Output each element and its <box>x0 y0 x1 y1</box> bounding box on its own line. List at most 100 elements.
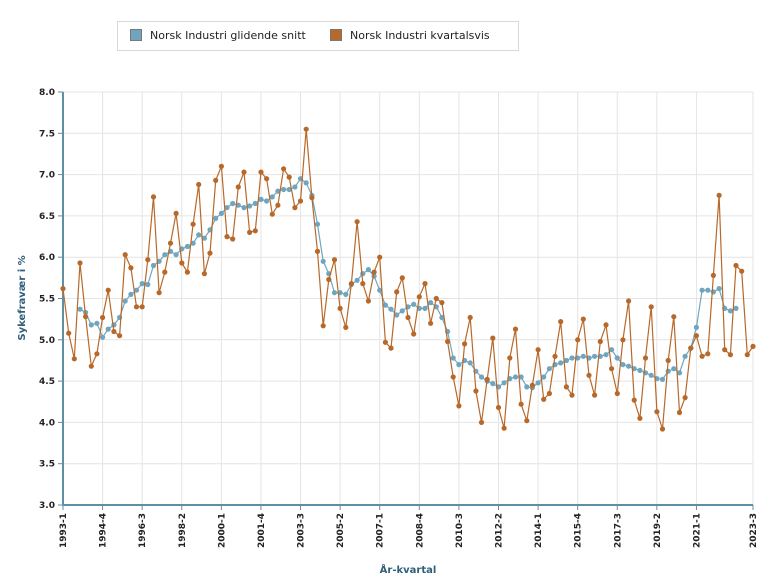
data-point-glidende-snitt[interactable] <box>224 205 230 211</box>
data-point-kvartalsvis[interactable] <box>348 281 354 287</box>
data-point-glidende-snitt[interactable] <box>665 368 671 374</box>
data-point-kvartalsvis[interactable] <box>179 260 185 266</box>
data-point-kvartalsvis[interactable] <box>495 404 502 411</box>
data-point-glidende-snitt[interactable] <box>281 186 287 193</box>
data-point-glidende-snitt[interactable] <box>303 180 309 186</box>
data-point-kvartalsvis[interactable] <box>609 366 615 372</box>
data-point-kvartalsvis[interactable] <box>377 254 383 260</box>
data-point-kvartalsvis[interactable] <box>529 382 536 388</box>
data-point-kvartalsvis[interactable] <box>201 271 207 277</box>
data-point-kvartalsvis[interactable] <box>88 363 94 369</box>
data-point-glidende-snitt[interactable] <box>258 196 264 202</box>
data-point-kvartalsvis[interactable] <box>535 347 541 353</box>
data-point-glidende-snitt[interactable] <box>569 355 575 361</box>
data-point-kvartalsvis[interactable] <box>360 281 366 287</box>
data-point-glidende-snitt[interactable] <box>184 243 190 250</box>
data-point-kvartalsvis[interactable] <box>269 211 275 217</box>
data-point-kvartalsvis[interactable] <box>303 126 309 132</box>
data-point-glidende-snitt[interactable] <box>354 277 360 283</box>
data-point-kvartalsvis[interactable] <box>739 268 745 274</box>
data-point-kvartalsvis[interactable] <box>71 356 77 362</box>
data-point-kvartalsvis[interactable] <box>433 295 439 302</box>
data-point-glidende-snitt[interactable] <box>439 314 445 321</box>
data-point-kvartalsvis[interactable] <box>592 392 598 398</box>
data-point-glidende-snitt[interactable] <box>150 262 157 269</box>
data-point-kvartalsvis[interactable] <box>411 331 417 337</box>
data-point-glidende-snitt[interactable] <box>201 235 207 241</box>
data-point-glidende-snitt[interactable] <box>524 384 530 390</box>
data-point-kvartalsvis[interactable] <box>331 257 338 263</box>
data-point-kvartalsvis[interactable] <box>654 409 660 415</box>
data-point-glidende-snitt[interactable] <box>592 353 598 359</box>
data-point-glidende-snitt[interactable] <box>269 194 275 200</box>
data-point-glidende-snitt[interactable] <box>394 312 400 318</box>
data-point-glidende-snitt[interactable] <box>133 287 140 293</box>
data-point-kvartalsvis[interactable] <box>620 337 626 343</box>
data-point-kvartalsvis[interactable] <box>326 276 332 283</box>
data-point-kvartalsvis[interactable] <box>462 341 468 347</box>
data-point-glidende-snitt[interactable] <box>620 362 626 368</box>
data-point-kvartalsvis[interactable] <box>66 330 72 336</box>
data-point-kvartalsvis[interactable] <box>156 290 162 296</box>
data-point-kvartalsvis[interactable] <box>575 337 581 343</box>
data-point-kvartalsvis[interactable] <box>484 376 490 382</box>
data-point-kvartalsvis[interactable] <box>490 335 496 341</box>
data-point-kvartalsvis[interactable] <box>710 272 717 278</box>
data-point-glidende-snitt[interactable] <box>320 258 326 264</box>
data-point-kvartalsvis[interactable] <box>597 338 603 345</box>
data-point-glidende-snitt[interactable] <box>580 353 586 359</box>
data-point-glidende-snitt[interactable] <box>190 240 196 246</box>
data-point-kvartalsvis[interactable] <box>122 252 128 258</box>
data-point-kvartalsvis[interactable] <box>563 384 570 390</box>
data-point-glidende-snitt[interactable] <box>705 287 711 293</box>
data-point-glidende-snitt[interactable] <box>128 291 134 297</box>
data-point-kvartalsvis[interactable] <box>750 343 756 349</box>
data-point-glidende-snitt[interactable] <box>671 366 677 372</box>
data-point-kvartalsvis[interactable] <box>241 169 247 175</box>
data-point-kvartalsvis[interactable] <box>371 269 377 275</box>
data-point-kvartalsvis[interactable] <box>614 390 620 397</box>
data-point-glidende-snitt[interactable] <box>247 203 253 209</box>
data-point-glidende-snitt[interactable] <box>699 287 705 293</box>
legend-item-kvartalsvis[interactable]: Norsk Industri kvartalsvis <box>330 28 490 44</box>
data-point-kvartalsvis[interactable] <box>546 390 553 397</box>
data-point-kvartalsvis[interactable] <box>190 221 196 227</box>
data-point-kvartalsvis[interactable] <box>309 195 315 201</box>
data-point-glidende-snitt[interactable] <box>218 210 224 216</box>
data-point-kvartalsvis[interactable] <box>727 352 734 358</box>
data-point-glidende-snitt[interactable] <box>676 370 683 376</box>
data-point-kvartalsvis[interactable] <box>235 184 241 190</box>
data-point-kvartalsvis[interactable] <box>631 397 637 403</box>
data-point-glidende-snitt[interactable] <box>535 380 541 386</box>
data-point-glidende-snitt[interactable] <box>377 287 383 293</box>
data-point-kvartalsvis[interactable] <box>428 320 434 326</box>
data-point-kvartalsvis[interactable] <box>365 298 371 304</box>
data-point-kvartalsvis[interactable] <box>637 415 643 421</box>
data-point-kvartalsvis[interactable] <box>281 166 287 172</box>
data-point-kvartalsvis[interactable] <box>150 194 157 200</box>
data-point-kvartalsvis[interactable] <box>252 228 258 234</box>
data-point-glidende-snitt[interactable] <box>637 367 643 373</box>
data-point-glidende-snitt[interactable] <box>252 200 258 207</box>
data-point-kvartalsvis[interactable] <box>264 176 270 182</box>
data-point-kvartalsvis[interactable] <box>716 192 722 198</box>
data-point-glidende-snitt[interactable] <box>467 360 473 366</box>
data-point-kvartalsvis[interactable] <box>60 286 66 292</box>
data-point-kvartalsvis[interactable] <box>405 314 411 321</box>
data-point-kvartalsvis[interactable] <box>133 304 140 310</box>
data-point-kvartalsvis[interactable] <box>77 260 83 266</box>
data-point-kvartalsvis[interactable] <box>354 219 360 225</box>
data-point-glidende-snitt[interactable] <box>111 322 117 328</box>
data-point-glidende-snitt[interactable] <box>388 306 394 312</box>
data-point-kvartalsvis[interactable] <box>258 169 264 175</box>
data-point-glidende-snitt[interactable] <box>314 221 321 227</box>
data-point-glidende-snitt[interactable] <box>105 326 111 332</box>
data-point-kvartalsvis[interactable] <box>648 304 654 310</box>
data-point-glidende-snitt[interactable] <box>659 376 666 382</box>
data-point-kvartalsvis[interactable] <box>213 177 219 183</box>
data-point-kvartalsvis[interactable] <box>297 198 304 204</box>
data-point-glidende-snitt[interactable] <box>682 353 688 359</box>
data-point-kvartalsvis[interactable] <box>394 289 400 295</box>
data-point-glidende-snitt[interactable] <box>614 355 620 361</box>
data-point-kvartalsvis[interactable] <box>343 324 349 330</box>
